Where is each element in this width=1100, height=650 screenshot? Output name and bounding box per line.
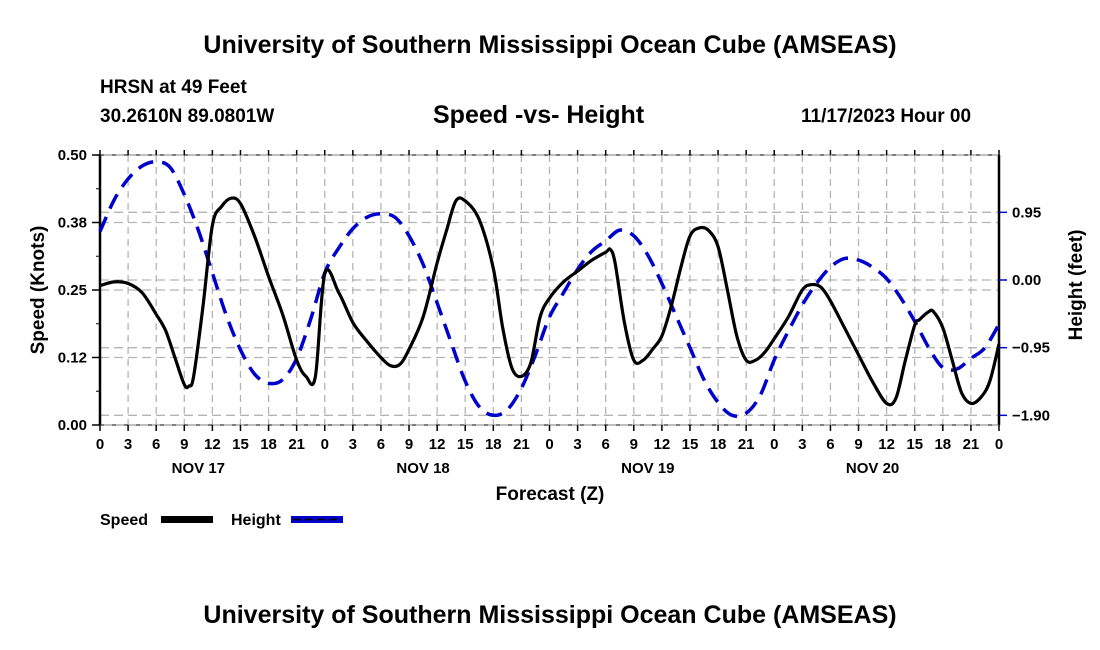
y-tick-label: 0.12 [58, 350, 87, 367]
x-tick-label: 12 [878, 436, 895, 453]
y2-tick-label: −1.90 [1012, 407, 1050, 424]
x-tick-label: 9 [405, 436, 413, 453]
main-title-bottom: University of Southern Mississippi Ocean… [203, 601, 897, 629]
x-tick-label: 21 [963, 436, 980, 453]
x-tick-label: 18 [710, 436, 727, 453]
legend-speed-label: Speed [100, 512, 148, 529]
x-tick-label: 6 [602, 436, 610, 453]
x-tick-label: 15 [682, 436, 699, 453]
x-tick-label: 21 [288, 436, 305, 453]
y2-axis-ticks: 0.95 0.00 −0.95 −1.90 [999, 204, 1050, 424]
y2-tick-label: 0.95 [1012, 204, 1041, 221]
x-tick-label: 0 [545, 436, 553, 453]
x-day-label: NOV 17 [172, 460, 225, 477]
x-tick-label: 9 [854, 436, 862, 453]
y-tick-label: 0.50 [58, 147, 87, 164]
x-tick-label: 15 [457, 436, 474, 453]
y2-axis-label: Height (feet) [1066, 230, 1087, 341]
x-tick-label: 0 [96, 436, 104, 453]
x-tick-label: 3 [349, 436, 357, 453]
x-tick-label: 18 [260, 436, 277, 453]
main-title-top: University of Southern Mississippi Ocean… [203, 31, 897, 59]
legend: Speed Height [100, 512, 343, 529]
datetime-label: 11/17/2023 Hour 00 [801, 106, 972, 127]
x-tick-label: 3 [124, 436, 132, 453]
station-label: HRSN at 49 Feet [100, 77, 247, 98]
x-tick-label: 15 [906, 436, 923, 453]
y-tick-label: 0.38 [58, 215, 87, 232]
x-tick-label: 6 [377, 436, 385, 453]
x-tick-label: 18 [934, 436, 951, 453]
x-day-label: NOV 18 [396, 460, 449, 477]
series-lines [98, 160, 1001, 419]
x-tick-label: 9 [630, 436, 638, 453]
x-tick-label: 6 [152, 436, 160, 453]
x-tick-label: 6 [826, 436, 834, 453]
y-tick-label: 0.00 [58, 417, 87, 434]
x-tick-label: 12 [654, 436, 671, 453]
x-tick-label: 3 [573, 436, 581, 453]
x-tick-label: 0 [770, 436, 778, 453]
x-tick-label: 15 [232, 436, 249, 453]
grid-lines [100, 155, 999, 425]
series-line-height [98, 160, 1001, 419]
coordinates-label: 30.2610N 89.0801W [100, 106, 275, 127]
x-tick-label: 9 [180, 436, 188, 453]
x-tick-label: 12 [204, 436, 221, 453]
x-axis-label: Forecast (Z) [496, 484, 605, 505]
x-tick-label: 21 [513, 436, 530, 453]
legend-height-label: Height [231, 512, 281, 529]
x-tick-label: 0 [321, 436, 329, 453]
x-tick-label: 3 [798, 436, 806, 453]
y-axis-ticks: 0.00 0.12 0.25 0.38 0.50 [58, 147, 100, 434]
y-axis-label: Speed (Knots) [28, 226, 49, 355]
y2-tick-label: 0.00 [1012, 272, 1041, 289]
x-tick-label: 21 [738, 436, 755, 453]
plot-title: Speed -vs- Height [433, 101, 645, 129]
y-tick-label: 0.25 [58, 282, 87, 299]
x-tick-label: 18 [485, 436, 502, 453]
x-day-label: NOV 19 [621, 460, 674, 477]
x-tick-label: 0 [995, 436, 1003, 453]
y2-tick-label: −0.95 [1012, 340, 1050, 357]
x-day-label: NOV 20 [846, 460, 899, 477]
x-axis-ticks: 0 3 6 9 12 15 18 21 0 3 6 9 12 15 18 21 0 3 6 9 12 15 18 21 0 3 6 9… [96, 150, 1003, 477]
legend-speed-swatch [161, 516, 213, 523]
x-tick-label: 12 [429, 436, 446, 453]
series-line-speed [99, 196, 1001, 407]
